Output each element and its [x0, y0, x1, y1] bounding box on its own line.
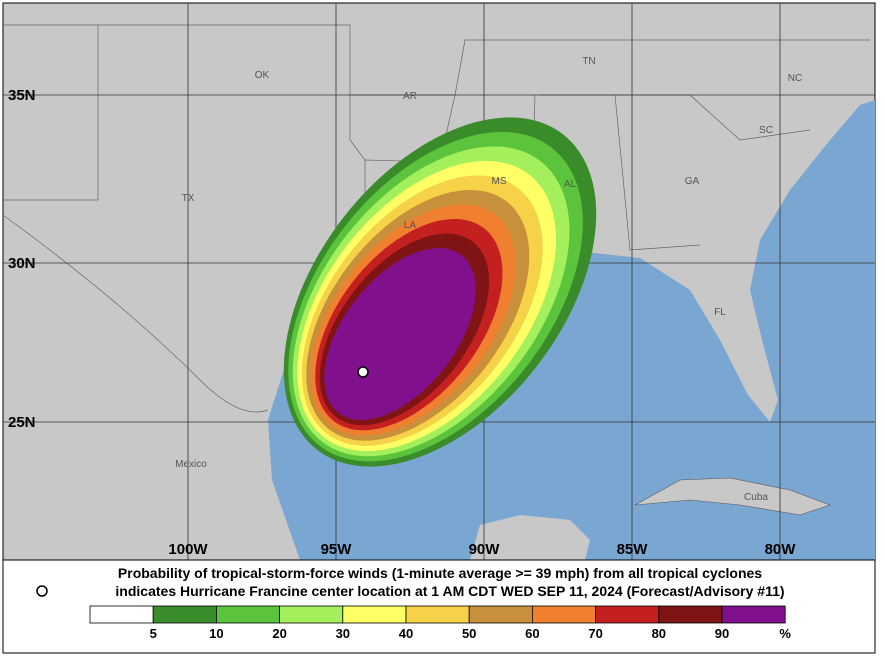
place-label: AR: [403, 91, 417, 102]
legend-symbol: [36, 585, 48, 597]
storm-center: [357, 366, 369, 378]
scale-label: 40: [399, 626, 413, 641]
scale-unit: %: [779, 626, 791, 641]
place-label: LA: [404, 220, 417, 231]
place-label: MS: [492, 176, 507, 187]
place-label: FL: [714, 307, 726, 318]
lon-label: 80W: [765, 541, 797, 558]
place-label: AL: [564, 179, 577, 190]
scale-box: [532, 605, 597, 624]
border: [3, 24, 99, 201]
scale-box: [89, 605, 154, 624]
scale-box: [721, 605, 786, 624]
labels: 35N 30N 25N 100W 95W 90W 85W 80W OK AR TN NC SC GA AL M…: [8, 56, 802, 558]
scale-label: 50: [462, 626, 476, 641]
scale-box: [468, 605, 533, 624]
scale-label: 10: [209, 626, 223, 641]
cuba: [634, 477, 831, 516]
place-label: OK: [255, 70, 270, 81]
lat-label: 30N: [8, 255, 36, 272]
scale-box: [279, 605, 344, 624]
scale-box: [595, 605, 660, 624]
caption-line: Probability of tropical-storm-force wind…: [118, 565, 762, 581]
place-label: TX: [182, 193, 195, 204]
lon-label: 85W: [617, 541, 649, 558]
scale-label: 70: [588, 626, 602, 641]
place-label: GA: [685, 176, 700, 187]
place-label: Cuba: [744, 492, 768, 503]
scale-label: 60: [525, 626, 539, 641]
place-label: TN: [582, 56, 595, 67]
scale-box: [342, 605, 407, 624]
scale-label: 5: [150, 626, 157, 641]
yucatan: [470, 515, 590, 560]
lon-label: 95W: [321, 541, 353, 558]
scale-box: [405, 605, 470, 624]
border: [2, 214, 269, 413]
scale-box: [215, 605, 280, 624]
lat-label: 25N: [8, 414, 36, 431]
scale-label: 20: [272, 626, 286, 641]
lat-label: 35N: [8, 87, 36, 104]
scale-label: 30: [336, 626, 350, 641]
place-label: NC: [788, 73, 802, 84]
scale-box: [152, 605, 217, 624]
color-scale: 5 10 20 30 40 50 60 70 80 90%: [89, 605, 791, 641]
place-label: SC: [759, 125, 773, 136]
lon-label: 100W: [168, 541, 208, 558]
place-label: Mexico: [175, 459, 207, 470]
scale-label: 80: [652, 626, 666, 641]
caption-line: indicates Hurricane Francine center loca…: [115, 583, 784, 599]
scale-box: [658, 605, 723, 624]
scale-label: 90: [715, 626, 729, 641]
lon-label: 90W: [469, 541, 501, 558]
